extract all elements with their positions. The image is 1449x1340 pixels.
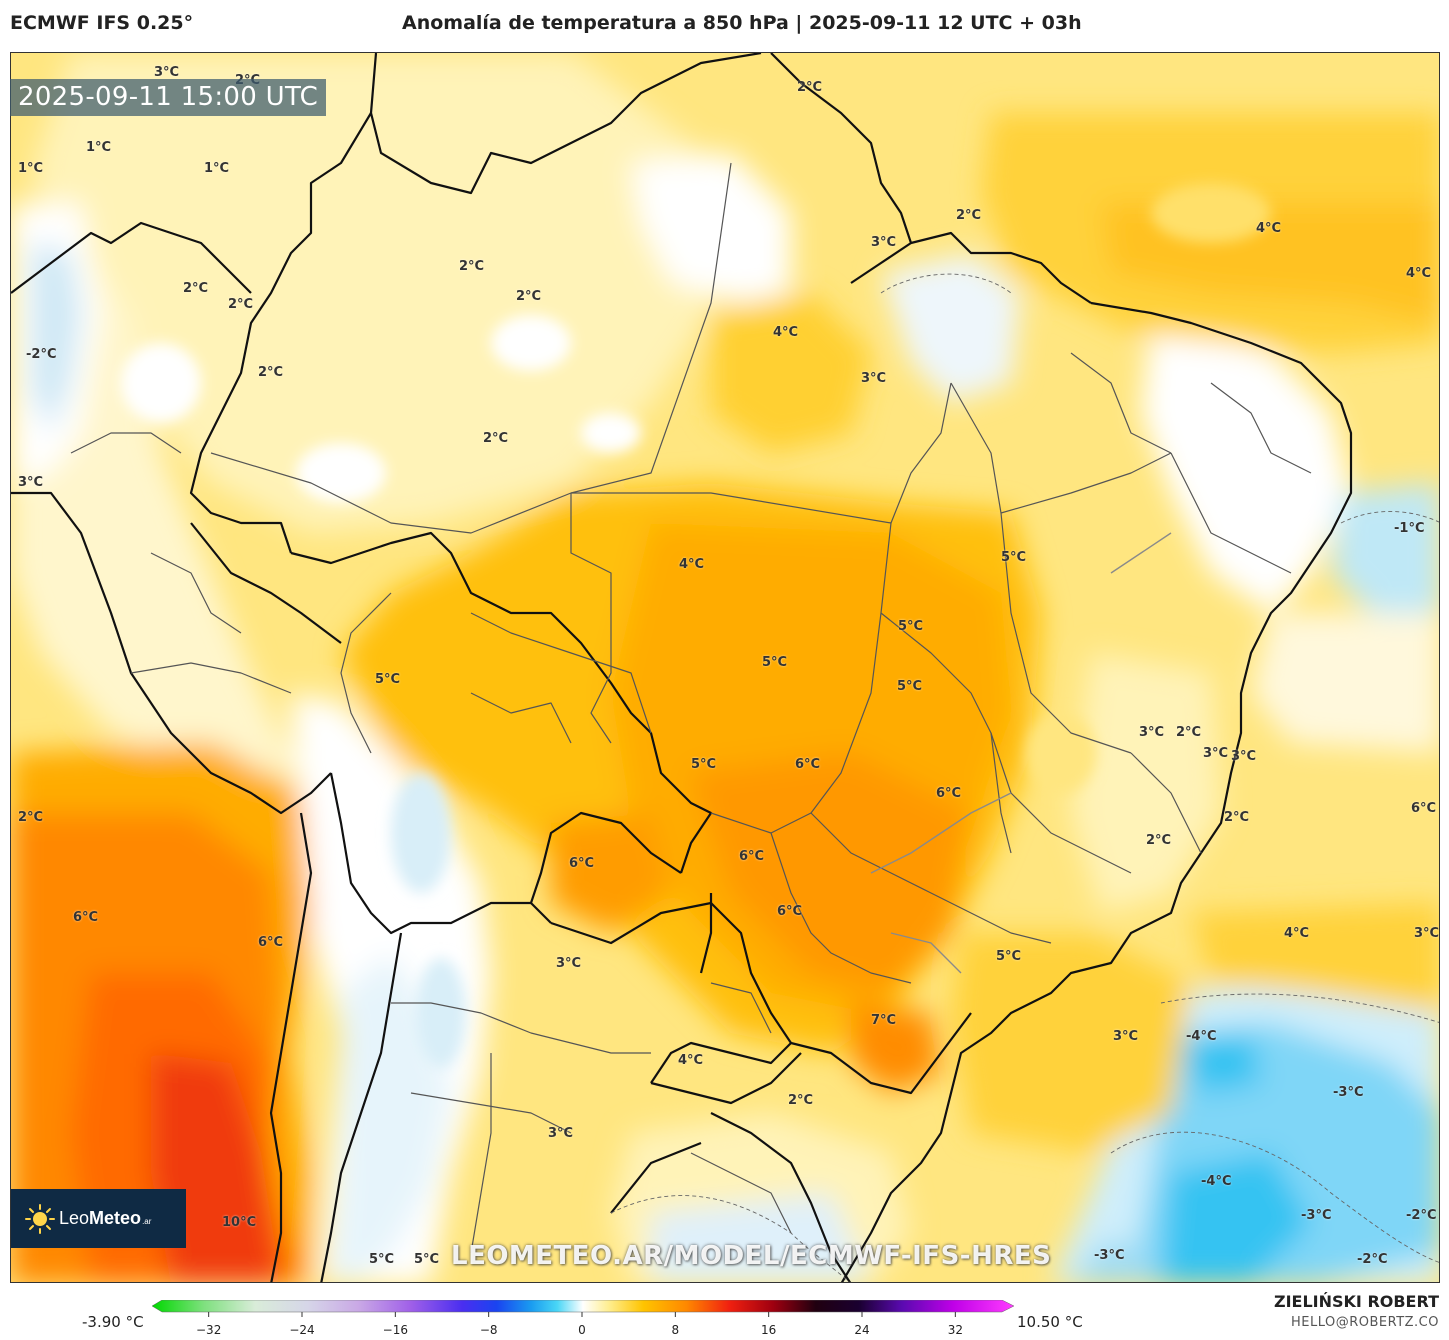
rivers	[870, 532, 1172, 974]
sun-icon	[25, 1203, 55, 1234]
temperature-label: 1°C	[204, 161, 230, 176]
temperature-label: 5°C	[414, 1252, 440, 1267]
temperature-label: 6°C	[739, 849, 765, 864]
valid-time-badge: 2025-09-11 15:00 UTC	[10, 79, 327, 116]
temperature-label: 3°C	[154, 65, 180, 80]
anomaly-speckles	[121, 183, 1271, 1068]
contour-lines	[610, 273, 1439, 1282]
temperature-label: 4°C	[1256, 221, 1282, 236]
temperature-label: 2°C	[956, 208, 982, 223]
temperature-label: 3°C	[556, 956, 582, 971]
temperature-label: 6°C	[795, 757, 821, 772]
temperature-label: -3°C	[1301, 1208, 1332, 1223]
temperature-label: 3°C	[1203, 746, 1229, 761]
temperature-label: -1°C	[1394, 521, 1425, 536]
temperature-label: 6°C	[777, 904, 803, 919]
temperature-label: 6°C	[73, 910, 99, 925]
temperature-label: -3°C	[1094, 1248, 1125, 1263]
temperature-label: 2°C	[1146, 833, 1172, 848]
temperature-label: 2°C	[788, 1093, 814, 1108]
colorbar-tick-label: 0	[578, 1323, 586, 1337]
temperature-label: 6°C	[936, 786, 962, 801]
color-scale-bar: −32 −24 −16 −8 0 8 16 24 32	[152, 1300, 1014, 1337]
temperature-label: 4°C	[1406, 266, 1432, 281]
anomaly-map: 3°C2°C1°C1°C1°C2°C2°C2°C2°C2°C2°C3°C-2°C…	[10, 52, 1440, 1283]
temperature-label: 6°C	[1411, 801, 1437, 816]
temperature-label: 4°C	[679, 557, 705, 572]
temperature-label: 2°C	[1176, 725, 1202, 740]
temperature-label: 5°C	[762, 655, 788, 670]
colorbar-tick-label: 16	[761, 1323, 776, 1337]
temperature-label: 1°C	[86, 140, 112, 155]
temperature-label: -4°C	[1201, 1174, 1232, 1189]
temperature-label: 4°C	[678, 1053, 704, 1068]
temperature-label: 7°C	[871, 1013, 897, 1028]
colorbar-tick-label: −24	[289, 1323, 314, 1337]
temperature-label: 3°C	[1231, 749, 1257, 764]
colorbar-tick-label: 24	[854, 1323, 869, 1337]
temperature-label: -4°C	[1186, 1029, 1217, 1044]
temperature-label: 2°C	[1224, 810, 1250, 825]
temperature-label: 10°C	[222, 1215, 257, 1230]
temperature-label: 2°C	[797, 80, 823, 95]
temperature-label: 5°C	[375, 672, 401, 687]
temperature-label: 5°C	[996, 949, 1022, 964]
temperature-label: 6°C	[569, 856, 595, 871]
temperature-label: 2°C	[483, 431, 509, 446]
temperature-label: 3°C	[861, 371, 887, 386]
temperature-label: 3°C	[18, 475, 44, 490]
colorbar-tick-label: −32	[196, 1323, 221, 1337]
temperature-label: 5°C	[369, 1252, 395, 1267]
source-watermark: LEOMETEO.AR/MODEL/ECMWF-IFS-HRES	[451, 1241, 1052, 1271]
chart-title: Anomalía de temperatura a 850 hPa | 2025…	[402, 12, 1082, 34]
temperature-label: 3°C	[1139, 725, 1165, 740]
author-name: ZIELIŃSKI ROBERT	[1273, 1292, 1439, 1311]
colorbar-tick-label: −8	[480, 1323, 498, 1337]
temperature-label: 2°C	[459, 259, 485, 274]
temperature-label: 3°C	[1113, 1029, 1139, 1044]
temperature-label: 6°C	[258, 935, 284, 950]
temperature-label: -2°C	[1406, 1208, 1437, 1223]
temperature-label: -2°C	[26, 347, 57, 362]
temperature-label: 3°C	[871, 235, 897, 250]
logo-wordmark: LeoMeteo.ar	[59, 1208, 152, 1228]
scale-min-label: -3.90 °C	[82, 1313, 144, 1331]
temperature-label: 5°C	[898, 619, 924, 634]
temperature-label: 2°C	[18, 810, 44, 825]
author-email: HELLO@ROBERTZ.CO	[1290, 1315, 1439, 1330]
temperature-label: 1°C	[18, 161, 44, 176]
colorbar-tick-label: −16	[383, 1323, 408, 1337]
temperature-label: 4°C	[773, 325, 799, 340]
state-borders	[70, 162, 1312, 1254]
temperature-label: 2°C	[183, 281, 209, 296]
temperature-label: 2°C	[258, 365, 284, 380]
temperature-label: 2°C	[228, 297, 254, 312]
temperature-label: 4°C	[1284, 926, 1310, 941]
colorbar-tick-label: 32	[948, 1323, 963, 1337]
temperature-label: 2°C	[516, 289, 542, 304]
leometeo-logo: LeoMeteo.ar	[11, 1189, 186, 1248]
anomaly-field	[11, 53, 1439, 1282]
temperature-label: 3°C	[548, 1126, 574, 1141]
country-borders	[11, 53, 1353, 1282]
temperature-label: 5°C	[1001, 550, 1027, 565]
temperature-label: -2°C	[1357, 1252, 1388, 1267]
temperature-label: -3°C	[1333, 1085, 1364, 1100]
colorbar-tick-label: 8	[672, 1323, 680, 1337]
map-canvas	[11, 53, 1439, 1282]
model-title: ECMWF IFS 0.25°	[10, 12, 194, 34]
temperature-label: 5°C	[691, 757, 717, 772]
scale-max-label: 10.50 °C	[1017, 1313, 1083, 1331]
temperature-label: 5°C	[897, 679, 923, 694]
temperature-label: 3°C	[1414, 926, 1440, 941]
